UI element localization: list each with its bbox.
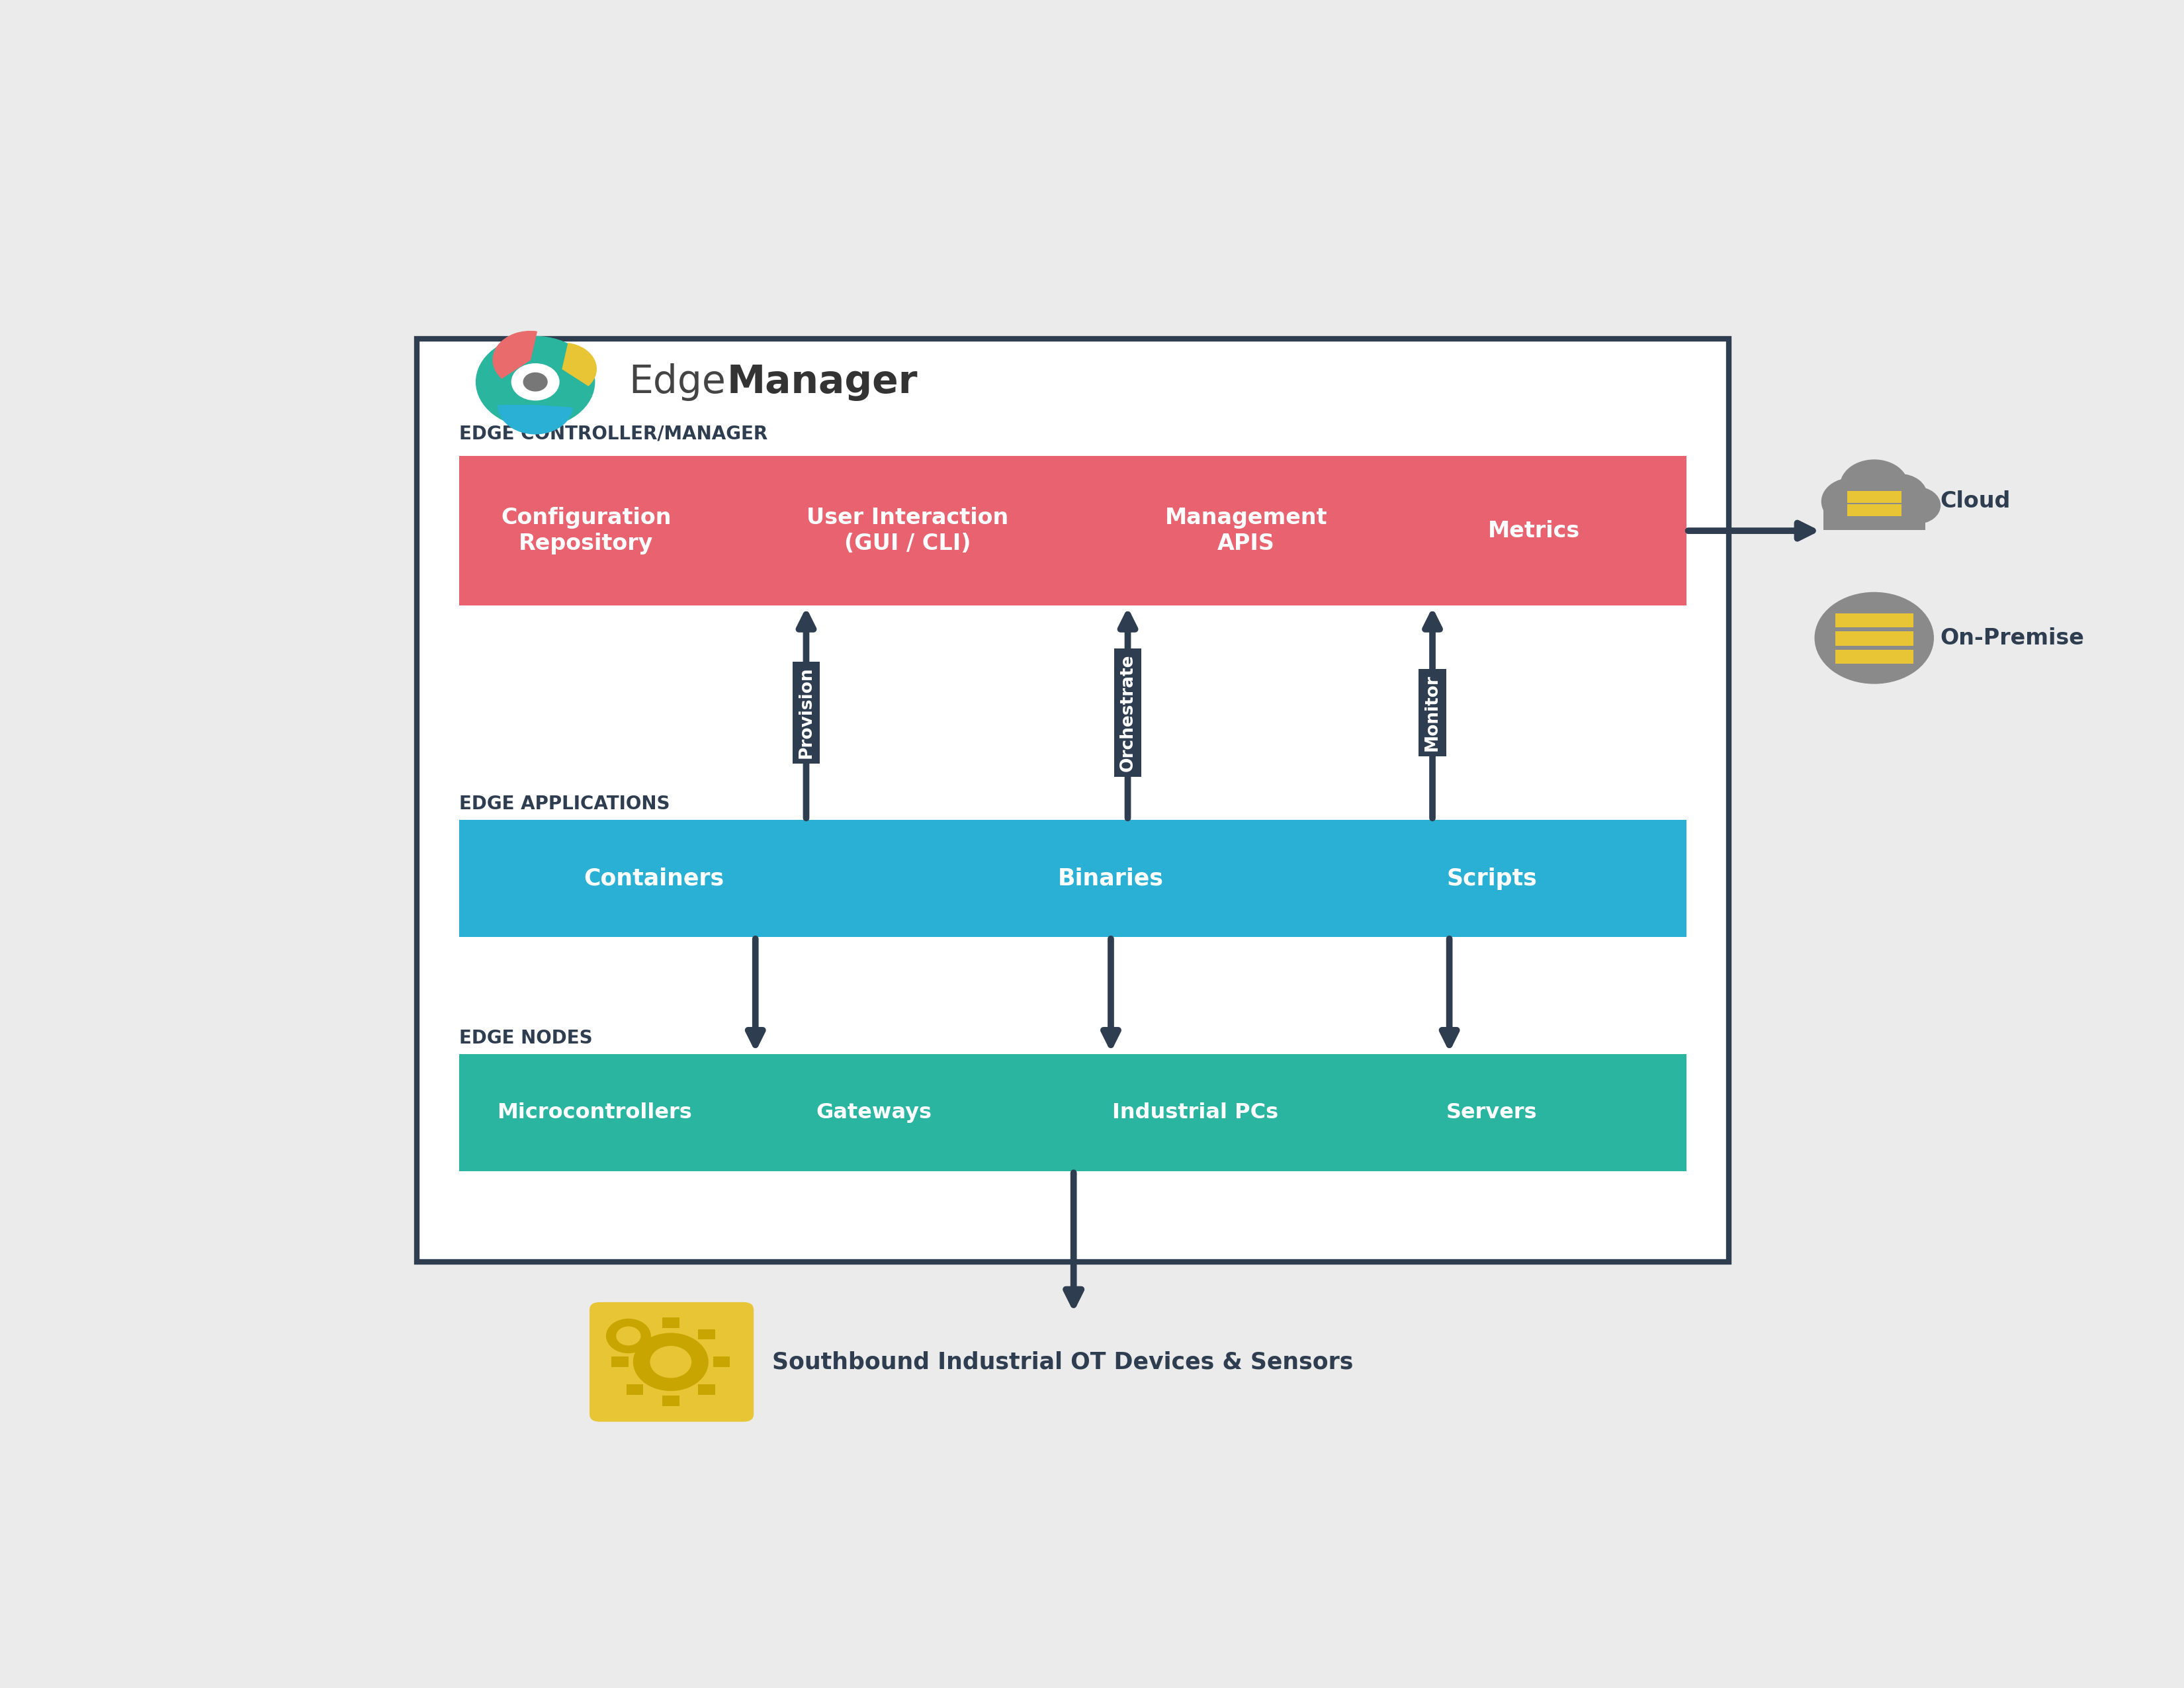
Text: User Interaction
(GUI / CLI): User Interaction (GUI / CLI) [806, 506, 1009, 554]
Circle shape [524, 373, 548, 392]
Wedge shape [494, 331, 537, 378]
Circle shape [651, 1347, 690, 1377]
FancyBboxPatch shape [1848, 505, 1902, 517]
Text: Metrics: Metrics [1487, 520, 1579, 542]
FancyBboxPatch shape [1835, 650, 1913, 663]
FancyBboxPatch shape [662, 1318, 679, 1328]
Circle shape [1894, 488, 1939, 523]
Text: Configuration
Repository: Configuration Repository [500, 506, 670, 554]
Circle shape [1815, 592, 1933, 684]
FancyBboxPatch shape [1824, 505, 1924, 530]
Text: Servers: Servers [1446, 1102, 1538, 1123]
FancyBboxPatch shape [1835, 631, 1913, 647]
Text: Scripts: Scripts [1446, 868, 1538, 890]
FancyBboxPatch shape [627, 1328, 644, 1340]
Circle shape [476, 336, 594, 427]
Circle shape [633, 1334, 708, 1391]
Circle shape [607, 1318, 651, 1352]
Text: Industrial PCs: Industrial PCs [1112, 1102, 1278, 1123]
FancyBboxPatch shape [699, 1328, 714, 1340]
FancyBboxPatch shape [417, 339, 1730, 1263]
Circle shape [616, 1327, 640, 1345]
FancyBboxPatch shape [699, 1384, 714, 1394]
FancyBboxPatch shape [612, 1357, 629, 1367]
Text: Monitor: Monitor [1424, 675, 1441, 751]
Wedge shape [498, 405, 572, 434]
FancyBboxPatch shape [459, 456, 1686, 606]
Text: Management
APIS: Management APIS [1164, 506, 1328, 554]
Text: EDGE APPLICATIONS: EDGE APPLICATIONS [459, 795, 670, 814]
Text: Containers: Containers [583, 868, 725, 890]
Text: Southbound Industrial OT Devices & Sensors: Southbound Industrial OT Devices & Senso… [773, 1350, 1354, 1374]
Text: Edge: Edge [629, 363, 725, 400]
Wedge shape [563, 343, 596, 385]
Text: Orchestrate: Orchestrate [1118, 653, 1136, 771]
Text: EDGE NODES: EDGE NODES [459, 1030, 592, 1047]
Text: Provision: Provision [797, 667, 815, 758]
Text: Gateways: Gateways [817, 1102, 933, 1123]
Text: Binaries: Binaries [1057, 868, 1164, 890]
FancyBboxPatch shape [459, 1053, 1686, 1171]
FancyBboxPatch shape [459, 820, 1686, 937]
FancyBboxPatch shape [590, 1301, 753, 1421]
Text: Manager: Manager [727, 363, 917, 400]
FancyBboxPatch shape [1835, 613, 1913, 628]
Circle shape [1872, 474, 1926, 517]
Circle shape [1841, 459, 1909, 511]
Text: Microcontrollers: Microcontrollers [498, 1102, 692, 1123]
Text: Cloud: Cloud [1939, 491, 2011, 513]
Text: On-Premise: On-Premise [1939, 626, 2084, 648]
Circle shape [511, 363, 559, 400]
Circle shape [1821, 478, 1883, 525]
FancyBboxPatch shape [712, 1357, 729, 1367]
Text: EDGE CONTROLLER/MANAGER: EDGE CONTROLLER/MANAGER [459, 424, 767, 442]
FancyBboxPatch shape [1848, 491, 1902, 503]
FancyBboxPatch shape [627, 1384, 644, 1394]
FancyBboxPatch shape [662, 1396, 679, 1406]
